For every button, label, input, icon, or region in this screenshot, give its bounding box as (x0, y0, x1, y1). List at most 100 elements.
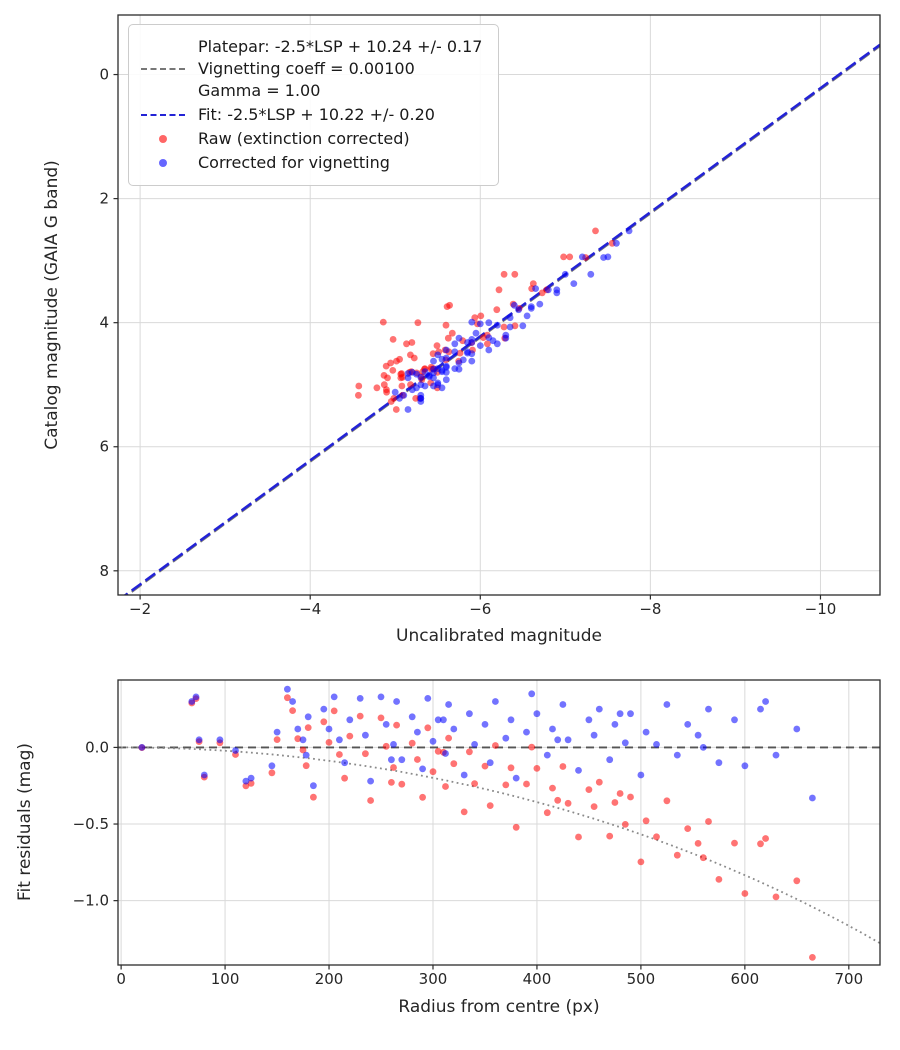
corrected-point (430, 382, 437, 390)
raw-point (393, 721, 400, 729)
raw-point (684, 825, 692, 832)
raw-point (543, 809, 551, 817)
corrected-point (544, 286, 552, 294)
corrected-point (471, 741, 478, 748)
corrected-point (809, 794, 816, 802)
corrected-point (310, 782, 317, 790)
legend-corrected-label: Corrected for vignetting (198, 153, 390, 173)
y-tick-label: 8 (99, 562, 109, 580)
legend-fit-label: Fit: -2.5*LSP + 10.22 +/- 0.20 (198, 105, 435, 125)
raw-point (450, 760, 458, 768)
raw-point (356, 712, 364, 720)
corrected-point (561, 270, 569, 278)
corrected-point (533, 710, 541, 718)
corrected-point (138, 744, 146, 751)
corrected-point (302, 751, 310, 759)
y-tick-label: −0.5 (73, 815, 109, 833)
raw-point (320, 718, 328, 726)
raw-point (500, 323, 508, 331)
raw-point (414, 319, 422, 327)
x-tick-label: 300 (419, 970, 448, 988)
raw-point (433, 342, 441, 349)
corrected-point (486, 759, 494, 767)
raw-point (627, 793, 634, 801)
corrected-point (390, 741, 397, 748)
corrected-point (510, 301, 518, 309)
y-tick-label: 6 (99, 438, 109, 456)
legend-item-raw: Raw (extinction corrected) (141, 128, 482, 150)
raw-point (410, 354, 418, 362)
corrected-point (476, 342, 484, 349)
corrected-point (434, 351, 442, 359)
corrected-point (455, 334, 463, 342)
corrected-point (772, 751, 780, 759)
raw-point (373, 384, 381, 392)
raw-point (382, 742, 390, 750)
corrected-point (341, 759, 348, 767)
corrected-point (451, 348, 459, 356)
raw-point (414, 756, 421, 763)
residuals-layer: 0 100 200 300 400 500 600 700 0.0 −0.5 −1.0 (73, 679, 881, 988)
corrected-point (346, 716, 354, 724)
raw-point (523, 780, 530, 788)
raw-point (434, 747, 442, 755)
raw-point (284, 694, 291, 702)
corrected-series (138, 685, 816, 802)
raw-point (512, 823, 520, 831)
magnitude-fit-frame (117, 14, 881, 596)
corrected-point (627, 710, 634, 718)
legend-platepar-line3: Gamma = 1.00 (198, 81, 321, 101)
legend-item-fit: Fit: -2.5*LSP + 10.22 +/- 0.20 (141, 104, 482, 126)
corrected-point (247, 774, 255, 782)
corrected-point (506, 323, 514, 331)
corrected-point (398, 756, 406, 764)
corrected-point (442, 376, 450, 384)
corrected-point (705, 705, 712, 713)
raw-point (492, 742, 499, 749)
raw-point (397, 374, 405, 382)
corrected-point (604, 253, 612, 261)
corrected-point (434, 716, 442, 724)
raw-point (444, 334, 452, 342)
raw-point (471, 780, 478, 787)
raw-point (442, 783, 449, 790)
raw-point (377, 714, 385, 722)
corrected-point (414, 728, 421, 736)
raw-point (380, 372, 388, 379)
raw-point (809, 954, 816, 961)
corrected-point (472, 329, 480, 337)
fit-dash-icon (141, 114, 185, 117)
corrected-point (523, 728, 530, 736)
raw-point (533, 765, 541, 772)
raw-series (355, 227, 616, 413)
raw-point (621, 821, 629, 828)
bottom-yaxis-label: Fit residuals (mag) (15, 743, 35, 901)
corrected-point (438, 367, 446, 374)
magnitude-fit-data (123, 43, 880, 595)
y-tick-label: −1.0 (73, 892, 109, 910)
raw-point (642, 817, 650, 825)
raw-point (566, 253, 574, 261)
corrected-point (421, 382, 429, 390)
corrected-point (585, 716, 593, 724)
raw-point (396, 355, 403, 363)
corrected-point (570, 280, 578, 287)
corrected-point (559, 701, 567, 708)
corrected-point (440, 716, 447, 724)
corrected-point (391, 388, 399, 396)
raw-point (663, 797, 671, 805)
corrected-point (356, 695, 364, 702)
x-tick-label: 500 (627, 970, 656, 988)
corrected-point (587, 270, 595, 278)
x-tick-label: 100 (211, 970, 240, 988)
corrected-point (519, 322, 527, 330)
raw-point (380, 381, 388, 389)
corrected-point (543, 751, 551, 759)
corrected-point (485, 346, 493, 354)
raw-point (387, 398, 395, 405)
raw-point (606, 832, 614, 840)
corrected-point (284, 685, 291, 693)
corrected-point (578, 253, 586, 261)
raw-point (715, 876, 723, 883)
